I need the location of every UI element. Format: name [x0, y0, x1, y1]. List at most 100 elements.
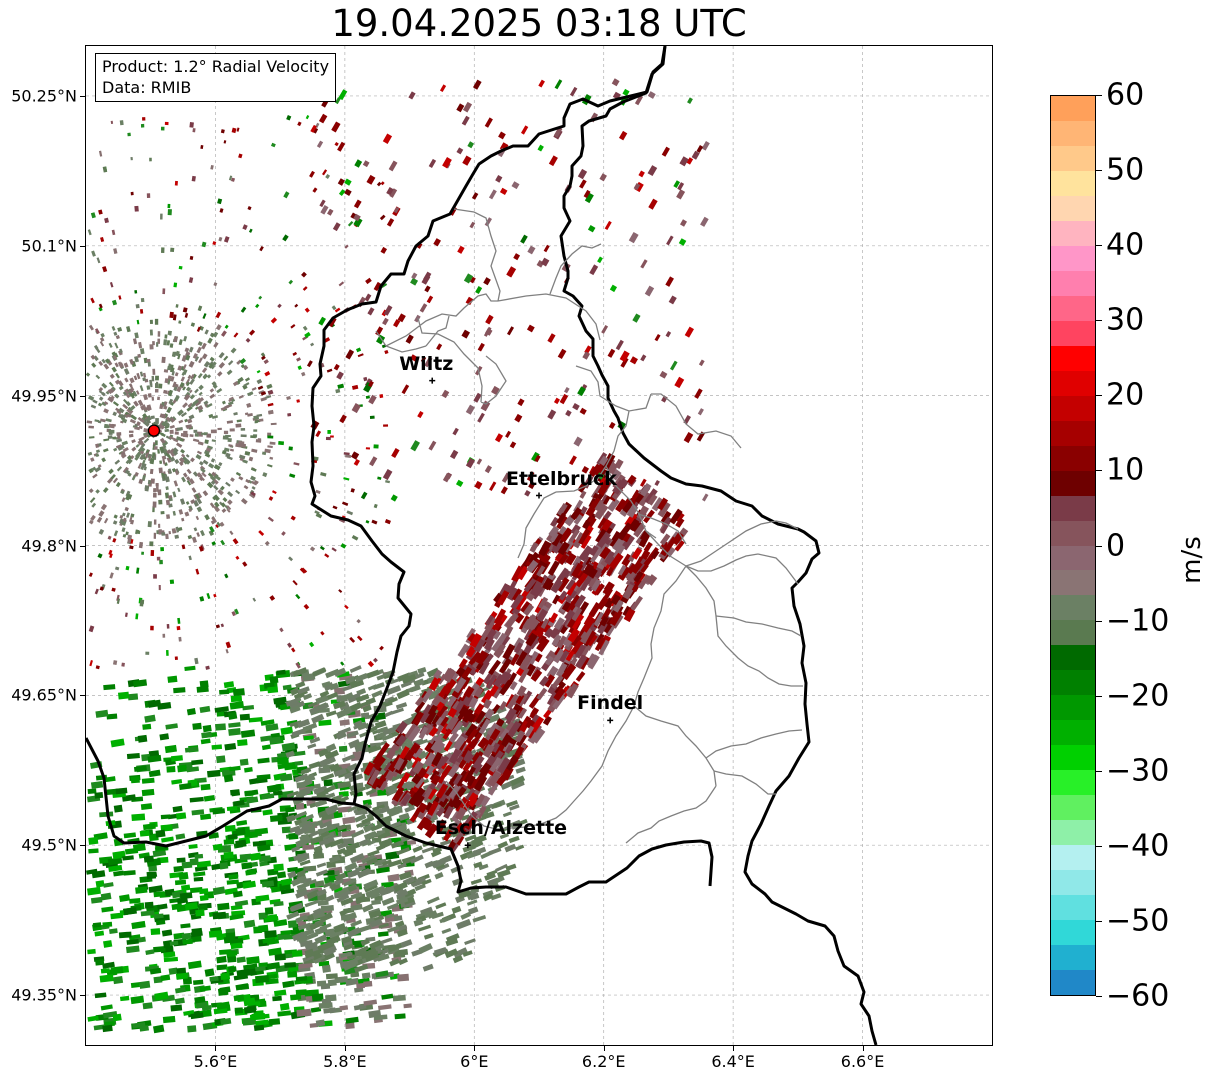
echo-pixel: [315, 869, 328, 877]
radar-map[interactable]: Product: 1.2° Radial Velocity Data: RMIB…: [85, 45, 993, 1046]
echo-pixel: [515, 730, 526, 743]
echo-pixel: [338, 589, 343, 593]
echo-pixel: [565, 650, 575, 662]
echo-pixel: [644, 488, 658, 505]
echo-pixel: [566, 581, 578, 596]
echo-pixel: [267, 389, 274, 395]
echo-pixel: [116, 598, 121, 605]
echo-pixel: [99, 432, 103, 435]
echo-pixel: [407, 726, 421, 742]
echo-pixel: [403, 1003, 412, 1009]
colorbar-step: [1051, 395, 1095, 422]
echo-pixel: [506, 266, 517, 278]
echo-pixel: [367, 849, 380, 857]
echo-pixel: [112, 477, 119, 484]
echo-pixel: [393, 881, 408, 893]
echo-pixel: [243, 485, 249, 490]
echo-pixel: [396, 897, 409, 905]
echo-pixel: [283, 761, 297, 771]
echo-pixel: [232, 538, 239, 545]
echo-pixel: [164, 492, 170, 499]
echo-pixel: [466, 712, 476, 723]
colorbar-tick: [1096, 770, 1102, 772]
echo-pixel: [537, 144, 544, 152]
echo-pixel: [366, 669, 380, 679]
echo-pixel: [212, 911, 227, 920]
echo-pixel: [421, 878, 432, 886]
echo-pixel: [550, 516, 560, 528]
echo-pixel: [258, 418, 264, 422]
echo-pixel: [112, 975, 124, 985]
echo-pixel: [102, 1024, 113, 1033]
echo-pixel: [95, 489, 100, 494]
echo-pixel: [280, 878, 293, 886]
echo-pixel: [117, 444, 125, 451]
echo-pixel: [377, 1004, 392, 1011]
echo-pixel: [614, 458, 624, 470]
echo-pixel: [179, 382, 185, 388]
echo-pixel: [176, 426, 183, 431]
echo-pixel: [225, 648, 229, 654]
echo-pixel: [264, 682, 275, 689]
echo-pixel: [556, 512, 567, 525]
echo-pixel: [376, 334, 386, 345]
echo-pixel: [112, 411, 118, 417]
echo-pixel: [86, 886, 101, 896]
echo-pixel: [610, 594, 621, 606]
echo-pixel: [514, 844, 525, 851]
echo-pixel: [153, 976, 163, 984]
echo-pixel: [419, 303, 428, 313]
southern-border: [353, 802, 714, 896]
echo-pixel: [126, 326, 131, 333]
echo-pixel: [387, 873, 400, 883]
echo-pixel: [178, 782, 192, 790]
echo-pixel: [296, 869, 306, 877]
echo-pixel: [287, 866, 298, 873]
echo-pixel: [166, 514, 171, 519]
echo-pixel: [485, 674, 498, 690]
echo-pixel: [108, 429, 115, 434]
echo-pixel: [131, 446, 137, 452]
echo-pixel: [174, 986, 186, 994]
echo-pixel: [270, 317, 278, 324]
echo-pixel: [615, 498, 627, 513]
echo-pixel: [264, 540, 270, 546]
echo-pixel: [260, 391, 267, 396]
echo-pixel: [169, 456, 176, 462]
echo-pixel: [394, 1013, 406, 1020]
echo-pixel: [683, 414, 691, 425]
colorbar-tick: [1096, 320, 1102, 322]
echo-pixel: [176, 442, 183, 448]
echo-pixel: [109, 572, 114, 579]
echo-pixel: [259, 860, 270, 867]
echo-pixel: [340, 661, 345, 666]
echo-pixel: [189, 434, 194, 438]
echo-pixel: [190, 373, 195, 380]
echo-pixel: [401, 673, 417, 684]
echo-pixel: [312, 907, 323, 916]
echo-pixel: [153, 574, 157, 579]
echo-pixel: [591, 582, 603, 596]
echo-pixel: [596, 633, 605, 644]
echo-pixel: [547, 333, 556, 344]
echo-pixel: [257, 757, 270, 764]
echo-pixel: [588, 602, 602, 618]
echo-pixel: [464, 938, 476, 946]
echo-pixel: [145, 452, 150, 459]
echo-pixel: [612, 479, 626, 495]
echo-pixel: [573, 514, 584, 525]
echo-pixel: [369, 918, 383, 928]
echo-pixel: [536, 565, 546, 577]
echo-pixel: [165, 486, 169, 491]
echo-pixel: [258, 855, 271, 863]
echo-pixel: [152, 1024, 165, 1034]
echo-pixel: [523, 603, 535, 617]
echo-pixel: [643, 509, 655, 524]
echo-pixel: [365, 447, 371, 450]
colorbar-tick-label: 20: [1106, 377, 1145, 413]
echo-pixel: [565, 578, 576, 591]
echo-pixel: [189, 389, 193, 394]
echo-pixel: [152, 501, 157, 508]
echo-pixel: [426, 765, 435, 776]
echo-pixel: [188, 277, 194, 284]
